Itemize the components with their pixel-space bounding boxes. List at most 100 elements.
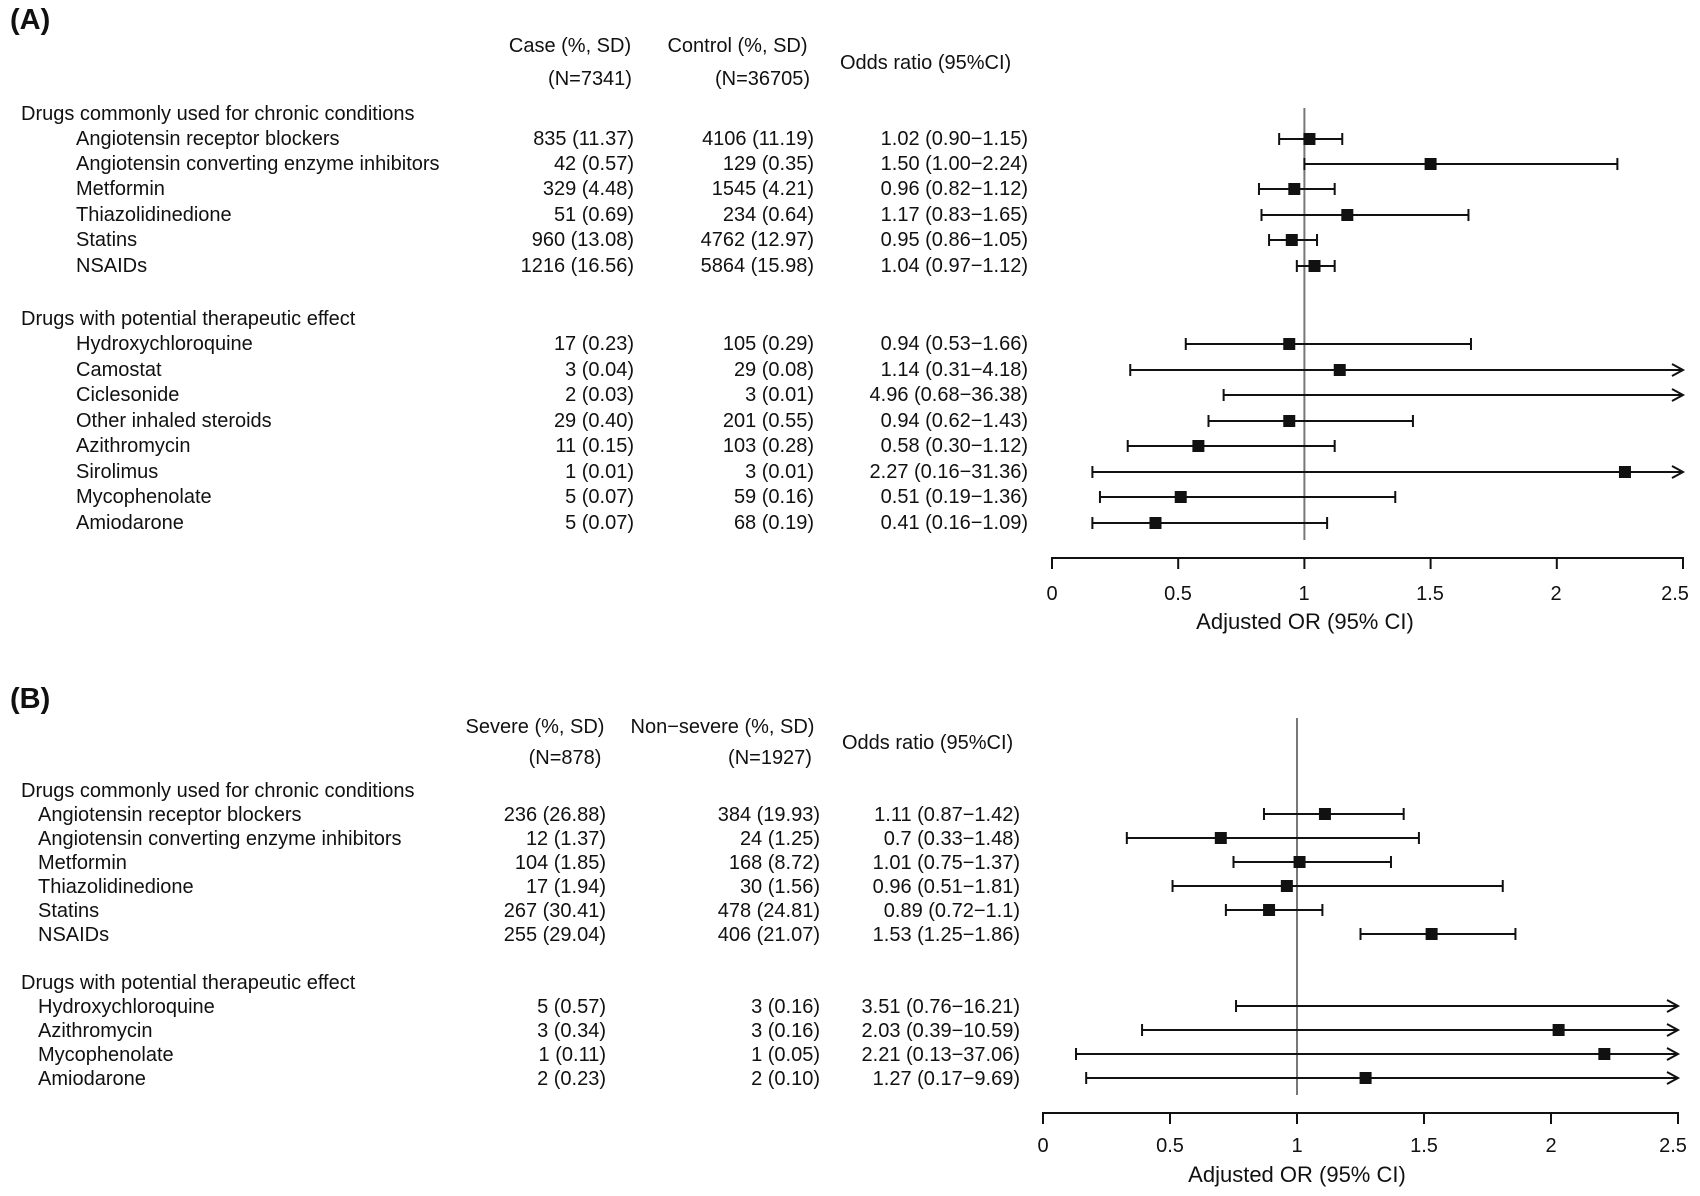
drug-name: Azithromycin (38, 1020, 153, 1042)
case-value: 329 (4.48) (542, 178, 634, 200)
odds-ratio-point (1283, 415, 1296, 427)
case-value: 960 (13.08) (531, 229, 634, 251)
odds-ratio-value: 2.21 (0.13−37.06) (861, 1044, 1020, 1066)
odds-ratio-point (1283, 338, 1296, 350)
drug-name: Camostat (76, 359, 162, 381)
odds-ratio-point (1425, 928, 1438, 940)
odds-ratio-point (1285, 234, 1298, 246)
control-value: 2 (0.10) (751, 1068, 820, 1090)
axis-tick-label: 2 (1545, 1135, 1557, 1157)
odds-ratio-point (1192, 440, 1205, 452)
drug-name: Hydroxychloroquine (38, 996, 215, 1018)
odds-ratio-point (1280, 880, 1293, 892)
control-value: 3 (0.16) (751, 996, 820, 1018)
odds-ratio-point (1318, 808, 1331, 820)
control-value: 234 (0.64) (722, 204, 814, 226)
panel-b-or-header: Odds ratio (95%CI) (842, 732, 1014, 754)
control-value: 59 (0.16) (733, 486, 814, 508)
case-value: 1 (0.11) (538, 1044, 606, 1066)
case-value: 42 (0.57) (553, 153, 634, 175)
case-value: 17 (0.23) (553, 333, 634, 355)
odds-ratio-value: 0.41 (0.16−1.09) (880, 512, 1028, 534)
axis-tick-label: 1 (1291, 1135, 1303, 1157)
drug-name: Angiotensin converting enzyme inhibitors (76, 153, 440, 175)
ci-arrow (1671, 388, 1686, 402)
control-value: 1545 (4.21) (711, 178, 814, 200)
case-value: 3 (0.04) (565, 359, 634, 381)
odds-ratio-point (1149, 517, 1162, 529)
panel-a-case-header: Case (%, SD) (508, 35, 632, 57)
control-value: 30 (1.56) (739, 876, 820, 898)
ci-arrow (1666, 999, 1681, 1013)
panel-b-section-therapeutic: Drugs with potential therapeutic effect (21, 972, 356, 994)
case-value: 1216 (16.56) (520, 255, 634, 277)
control-value: 4762 (12.97) (700, 229, 814, 251)
case-value: 5 (0.07) (565, 486, 634, 508)
drug-name: Angiotensin receptor blockers (38, 804, 302, 826)
drug-name: NSAIDs (38, 924, 110, 946)
drug-name: Statins (38, 900, 100, 922)
control-value: 29 (0.08) (733, 359, 814, 381)
axis-tick-label: 1.5 (1416, 583, 1444, 605)
odds-ratio-value: 1.01 (0.75−1.37) (872, 852, 1020, 874)
case-value: 255 (29.04) (503, 924, 606, 946)
drug-name: NSAIDs (76, 255, 148, 277)
panel-b-section-chronic: Drugs commonly used for chronic conditio… (21, 780, 415, 802)
panel-a-label: (A) (10, 4, 51, 36)
panel-a-section-chronic: Drugs commonly used for chronic conditio… (21, 103, 415, 125)
drug-name: Angiotensin receptor blockers (76, 128, 340, 150)
panel-b-axis-title: Adjusted OR (95% CI) (1188, 1162, 1406, 1187)
axis-tick-label: 0.5 (1164, 583, 1192, 605)
panel-b-case-header: Severe (%, SD) (465, 716, 605, 738)
case-value: 835 (11.37) (533, 128, 634, 150)
panel-b-case-n: (N=878) (528, 747, 602, 769)
control-value: 105 (0.29) (722, 333, 814, 355)
odds-ratio-value: 0.94 (0.62−1.43) (880, 410, 1028, 432)
drug-name: Thiazolidinedione (38, 876, 194, 898)
case-value: 1 (0.01) (565, 461, 634, 483)
ci-arrow (1671, 465, 1686, 479)
panel-a-section-therapeutic: Drugs with potential therapeutic effect (21, 308, 356, 330)
case-value: 5 (0.57) (537, 996, 606, 1018)
control-value: 168 (8.72) (728, 852, 820, 874)
odds-ratio-value: 0.7 (0.33−1.48) (883, 828, 1020, 850)
odds-ratio-value: 0.58 (0.30−1.12) (880, 435, 1028, 457)
control-value: 129 (0.35) (722, 153, 814, 175)
axis-tick-label: 1 (1298, 583, 1310, 605)
odds-ratio-point (1303, 133, 1316, 145)
case-value: 104 (1.85) (514, 852, 606, 874)
drug-name: Azithromycin (76, 435, 191, 457)
ci-arrow (1671, 363, 1686, 377)
case-value: 17 (1.94) (525, 876, 606, 898)
control-value: 384 (19.93) (717, 804, 820, 826)
drug-name: Angiotensin converting enzyme inhibitors (38, 828, 402, 850)
odds-ratio-point (1174, 491, 1187, 503)
odds-ratio-value: 1.02 (0.90−1.15) (880, 128, 1028, 150)
odds-ratio-value: 0.94 (0.53−1.66) (880, 333, 1028, 355)
case-value: 2 (0.23) (537, 1068, 606, 1090)
panel-a-or-header: Odds ratio (95%CI) (840, 52, 1012, 74)
drug-name: Sirolimus (76, 461, 159, 483)
panel-a-control-header: Control (%, SD) (667, 35, 808, 57)
control-value: 3 (0.01) (745, 461, 814, 483)
odds-ratio-value: 3.51 (0.76−16.21) (861, 996, 1020, 1018)
drug-name: Hydroxychloroquine (76, 333, 253, 355)
odds-ratio-value: 1.50 (1.00−2.24) (880, 153, 1028, 175)
control-value: 103 (0.28) (722, 435, 814, 457)
odds-ratio-point (1263, 904, 1276, 916)
ci-arrow (1666, 1047, 1681, 1061)
panel-a-case-n: (N=7341) (548, 68, 632, 90)
drug-name: Statins (76, 229, 138, 251)
control-value: 1 (0.05) (751, 1044, 820, 1066)
odds-ratio-value: 2.03 (0.39−10.59) (861, 1020, 1020, 1042)
odds-ratio-point (1214, 832, 1227, 844)
case-value: 5 (0.07) (565, 512, 634, 534)
axis-tick-label: 2.5 (1659, 1135, 1687, 1157)
control-value: 5864 (15.98) (700, 255, 814, 277)
control-value: 3 (0.16) (751, 1020, 820, 1042)
drug-name: Other inhaled steroids (76, 410, 272, 432)
axis-tick-label: 0 (1046, 583, 1058, 605)
control-value: 3 (0.01) (745, 384, 814, 406)
panel-b-control-header: Non−severe (%, SD) (630, 716, 815, 738)
